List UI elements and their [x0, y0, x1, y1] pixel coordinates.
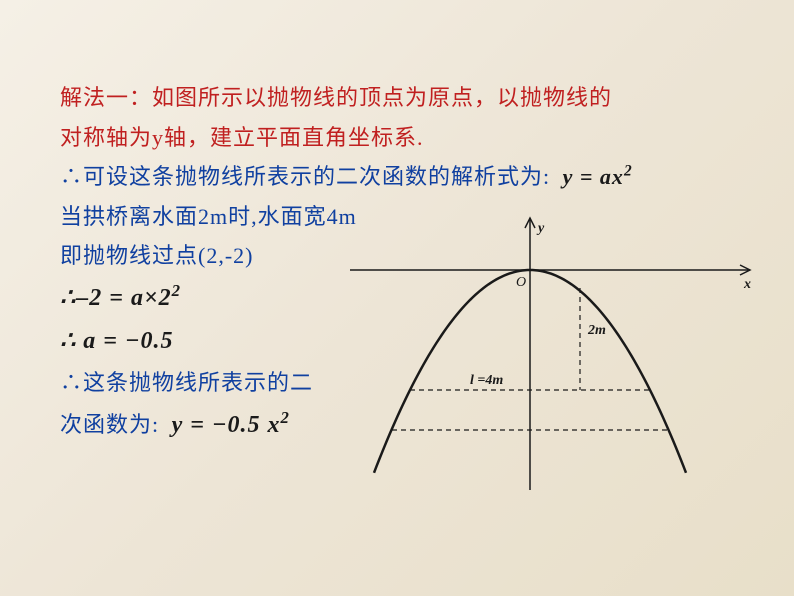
formula-neg2-base: ∴–2 = a×2	[60, 285, 172, 311]
text-line-7-text: 次函数为:	[60, 412, 159, 437]
svg-text:y: y	[536, 221, 545, 236]
chart-svg: y x O 2m l =4m	[340, 210, 760, 500]
formula-final-sup: 2	[281, 408, 290, 427]
formula-yax2-base: y = ax	[563, 164, 624, 189]
text-line-2: 对称轴为y轴，建立平面直角坐标系.	[60, 118, 734, 158]
svg-text:l =4m: l =4m	[470, 373, 503, 388]
parabola-chart: y x O 2m l =4m	[340, 210, 760, 500]
text-line-1: 解法一：如图所示以抛物线的顶点为原点，以抛物线的	[60, 78, 734, 118]
formula-final: y = −0.5 x2	[172, 412, 290, 438]
slide-content: 解法一：如图所示以抛物线的顶点为原点，以抛物线的 对称轴为y轴，建立平面直角坐标…	[0, 0, 794, 467]
formula-yax2-sup: 2	[624, 163, 633, 180]
formula-final-base: y = −0.5 x	[172, 412, 281, 438]
svg-text:O: O	[516, 275, 526, 290]
svg-text:x: x	[743, 277, 751, 292]
text-line-3: ∴可设这条抛物线所表示的二次函数的解析式为: y = ax2	[60, 157, 734, 197]
text-line-3-text: ∴可设这条抛物线所表示的二次函数的解析式为:	[60, 164, 550, 189]
svg-text:2m: 2m	[587, 323, 606, 338]
formula-yax2: y = ax2	[563, 164, 633, 189]
formula-neg2-sup: 2	[172, 281, 181, 300]
